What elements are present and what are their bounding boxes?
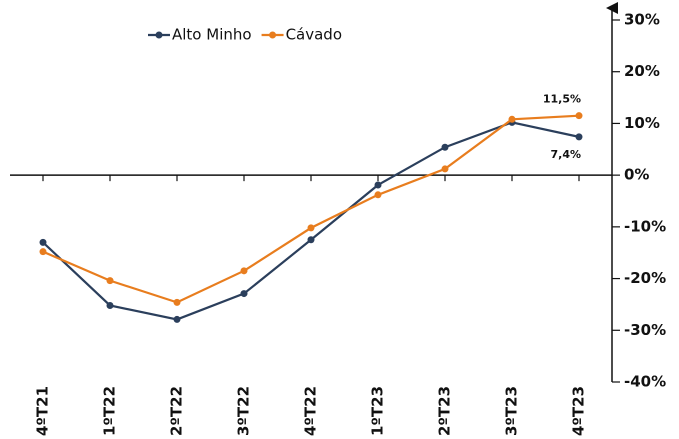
data-point xyxy=(106,301,114,309)
x-tick-label: 2ºT22 xyxy=(168,386,186,436)
series-line xyxy=(42,121,580,321)
series-line xyxy=(42,114,580,304)
data-point xyxy=(173,315,181,323)
x-tick-label: 4ºT23 xyxy=(570,386,588,436)
data-point xyxy=(173,298,181,306)
legend-label: Cávado xyxy=(286,26,342,44)
y-tick-label: 30% xyxy=(624,11,660,29)
data-label: 11,5% xyxy=(543,93,581,106)
data-point xyxy=(441,165,449,173)
y-tick-label: 20% xyxy=(624,62,660,80)
y-tick-label: -40% xyxy=(624,373,666,391)
data-point xyxy=(575,133,583,141)
data-point xyxy=(441,143,449,151)
data-point xyxy=(575,112,583,120)
x-tick-label: 4ºT21 xyxy=(34,386,52,436)
y-tick-label: 0% xyxy=(624,166,649,184)
y-tick-label: 10% xyxy=(624,114,660,132)
x-tick-label: 4ºT22 xyxy=(302,386,320,436)
data-point xyxy=(39,248,47,256)
data-point xyxy=(307,224,315,232)
x-tick-label: 2ºT23 xyxy=(436,386,454,436)
data-point xyxy=(508,115,516,123)
data-point xyxy=(240,290,248,298)
x-tick-label: 3ºT23 xyxy=(503,386,521,436)
x-tick-label: 3ºT22 xyxy=(235,386,253,436)
y-tick-label: -20% xyxy=(624,269,666,287)
legend-marker xyxy=(269,31,277,39)
legend-label: Alto Minho xyxy=(172,26,252,44)
data-point xyxy=(240,267,248,275)
y-tick-label: -10% xyxy=(624,217,666,235)
data-point xyxy=(374,191,382,199)
x-tick-label: 1ºT22 xyxy=(101,386,119,436)
y-tick-label: -30% xyxy=(624,321,666,339)
data-point xyxy=(106,277,114,285)
data-point xyxy=(307,236,315,244)
data-point xyxy=(39,238,47,246)
x-tick-label: 1ºT23 xyxy=(369,386,387,436)
legend-marker xyxy=(155,31,163,39)
data-point xyxy=(374,181,382,189)
data-label: 7,4% xyxy=(550,148,581,161)
